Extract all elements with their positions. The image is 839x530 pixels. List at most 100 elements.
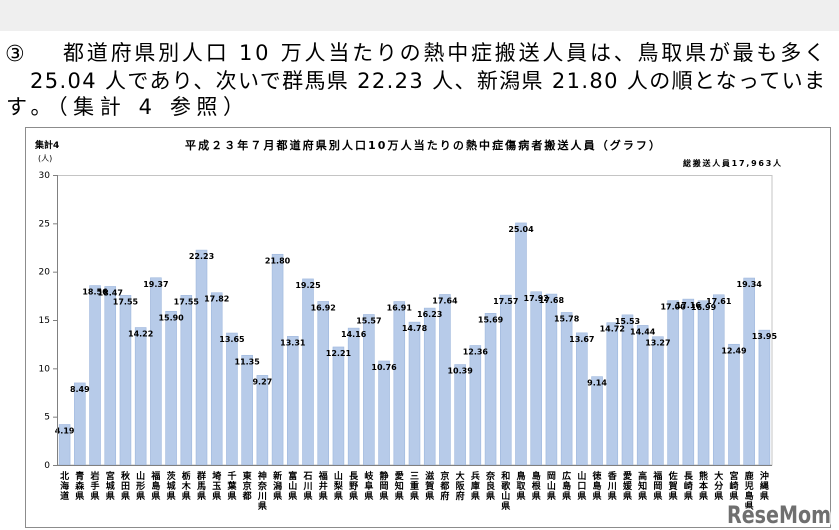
x-tick-label-char: 県 bbox=[516, 491, 525, 502]
bar bbox=[652, 336, 664, 466]
data-label: 13.27 bbox=[645, 339, 670, 348]
data-label: 8.49 bbox=[70, 385, 90, 394]
x-tick-label-char: 神 bbox=[258, 470, 267, 482]
data-label: 22.23 bbox=[189, 252, 214, 261]
x-tick-label-char: 県 bbox=[349, 491, 358, 502]
data-label: 16.99 bbox=[691, 303, 717, 312]
bar bbox=[728, 343, 740, 466]
x-tick-label-char: 鹿 bbox=[744, 470, 754, 482]
x-tick-label-char: 県 bbox=[380, 491, 389, 502]
x-tick-label-char: 新 bbox=[273, 470, 282, 482]
bar bbox=[621, 314, 634, 466]
document-paragraph: ③ 都道府県別人口 10 万人当たりの熱中症搬送人員は、鳥取県が最も多く 25.… bbox=[5, 41, 825, 119]
x-tick-label-char: 県 bbox=[638, 491, 647, 502]
data-label: 16.92 bbox=[311, 303, 336, 312]
x-tick-label-char: 県 bbox=[486, 491, 495, 502]
data-label: 14.22 bbox=[128, 330, 153, 339]
bar bbox=[119, 295, 132, 466]
x-tick-label-char: 山 bbox=[136, 470, 145, 482]
bar bbox=[378, 360, 390, 466]
x-tick-label: 宮崎県 bbox=[729, 470, 738, 502]
x-tick-label: 福井県 bbox=[318, 470, 328, 502]
resemom-logo-watermark: ReseMom bbox=[727, 501, 831, 529]
x-tick-label-char: 城 bbox=[167, 480, 176, 492]
x-tick-label-char: 道 bbox=[60, 490, 69, 502]
x-tick-label-char: 東 bbox=[243, 470, 252, 482]
x-tick-label-char: 崎 bbox=[729, 480, 738, 492]
bar bbox=[317, 301, 329, 466]
x-tick-label-char: 田 bbox=[121, 481, 130, 492]
x-tick-label-char: 大 bbox=[456, 470, 465, 482]
x-tick-label-char: 茨 bbox=[167, 470, 176, 482]
data-label: 14.78 bbox=[402, 324, 428, 333]
bar bbox=[287, 336, 299, 466]
paragraph-line-3: す。（集計 4 参照） bbox=[6, 95, 244, 119]
y-tick-label: 10 bbox=[39, 364, 51, 374]
x-tick-label-char: 県 bbox=[273, 491, 282, 502]
data-label: 15.90 bbox=[158, 313, 184, 322]
x-axis-tick-labels: 北海道青森県岩手県宮城県秋田県山形県福島県茨城県栃木県群馬県埼玉県千葉県東京都神… bbox=[60, 470, 769, 512]
bar bbox=[150, 277, 162, 466]
x-tick-label-char: 潟 bbox=[273, 480, 282, 492]
data-label: 17.61 bbox=[706, 297, 732, 306]
x-tick-label-char: 梨 bbox=[333, 480, 344, 492]
x-tick-label-char: 県 bbox=[304, 491, 313, 502]
data-label: 13.95 bbox=[752, 332, 778, 341]
x-tick-label-char: 重 bbox=[410, 480, 419, 492]
x-tick-label-char: 福 bbox=[318, 470, 328, 482]
data-label: 17.16 bbox=[676, 301, 702, 310]
x-tick-label-char: 山 bbox=[577, 470, 586, 482]
x-tick-label-char: 滋 bbox=[425, 470, 434, 482]
bar bbox=[104, 286, 117, 466]
data-label: 19.37 bbox=[143, 280, 168, 289]
x-tick-label: 京都府 bbox=[439, 470, 449, 502]
x-tick-label-char: 千 bbox=[227, 470, 236, 482]
x-tick-label: 滋賀県 bbox=[424, 470, 434, 502]
x-tick-label-char: 玉 bbox=[212, 481, 221, 492]
x-tick-label-char: 歌 bbox=[501, 480, 511, 492]
x-tick-label-char: 県 bbox=[684, 491, 693, 502]
x-tick-label-char: 庫 bbox=[471, 480, 480, 492]
x-tick-label: 福島県 bbox=[150, 470, 160, 502]
x-tick-label: 熊本県 bbox=[699, 470, 709, 502]
data-label: 10.39 bbox=[447, 367, 473, 376]
x-tick-label-char: 静 bbox=[380, 470, 389, 482]
paragraph-line-1: 都道府県別人口 10 万人当たりの熱中症搬送人員は、鳥取県が最も多く bbox=[63, 41, 825, 65]
x-tick-label-char: 京 bbox=[243, 480, 252, 492]
x-tick-label-char: 島 bbox=[593, 480, 602, 492]
x-tick-label-char: 川 bbox=[257, 491, 267, 502]
x-tick-label: 福岡県 bbox=[652, 470, 662, 502]
x-tick-label-char: 愛 bbox=[395, 470, 404, 482]
data-label: 19.25 bbox=[295, 281, 321, 290]
y-tick-label: 15 bbox=[39, 316, 50, 326]
x-tick-label-char: 都 bbox=[439, 480, 449, 492]
x-tick-label-char: 長 bbox=[684, 471, 694, 482]
x-tick-label-char: 県 bbox=[608, 491, 617, 502]
x-tick-label-char: 石 bbox=[303, 471, 313, 482]
x-tick-label-char: 県 bbox=[167, 491, 176, 502]
x-tick-label: 大阪府 bbox=[456, 470, 466, 502]
x-tick-label: 宮城県 bbox=[106, 470, 115, 502]
x-tick-label-char: 県 bbox=[501, 501, 510, 512]
x-tick-label-char: 栃 bbox=[182, 470, 191, 482]
data-label: 19.34 bbox=[737, 280, 763, 289]
data-label: 17.55 bbox=[174, 297, 200, 306]
x-tick-label-char: 都 bbox=[242, 490, 252, 502]
x-tick-label-char: 県 bbox=[258, 501, 267, 512]
x-tick-label-char: 長 bbox=[349, 471, 359, 482]
x-tick-label: 鹿児島県 bbox=[744, 470, 754, 512]
x-tick-label-char: 海 bbox=[60, 480, 69, 492]
x-tick-label-char: 山 bbox=[501, 490, 510, 502]
x-tick-label-char: 県 bbox=[136, 491, 145, 502]
data-label: 17.92 bbox=[524, 294, 549, 303]
bar bbox=[332, 346, 345, 466]
x-tick-label-char: 県 bbox=[547, 491, 556, 502]
y-tick-label: 5 bbox=[44, 413, 50, 423]
bar bbox=[682, 298, 695, 466]
x-tick-label-char: 山 bbox=[334, 470, 343, 482]
x-tick-label-char: 広 bbox=[562, 470, 571, 482]
x-tick-label: 島根県 bbox=[532, 470, 542, 502]
bar bbox=[165, 310, 177, 466]
x-tick-label-char: 香 bbox=[607, 470, 618, 482]
x-tick-label-char: 県 bbox=[395, 491, 404, 502]
